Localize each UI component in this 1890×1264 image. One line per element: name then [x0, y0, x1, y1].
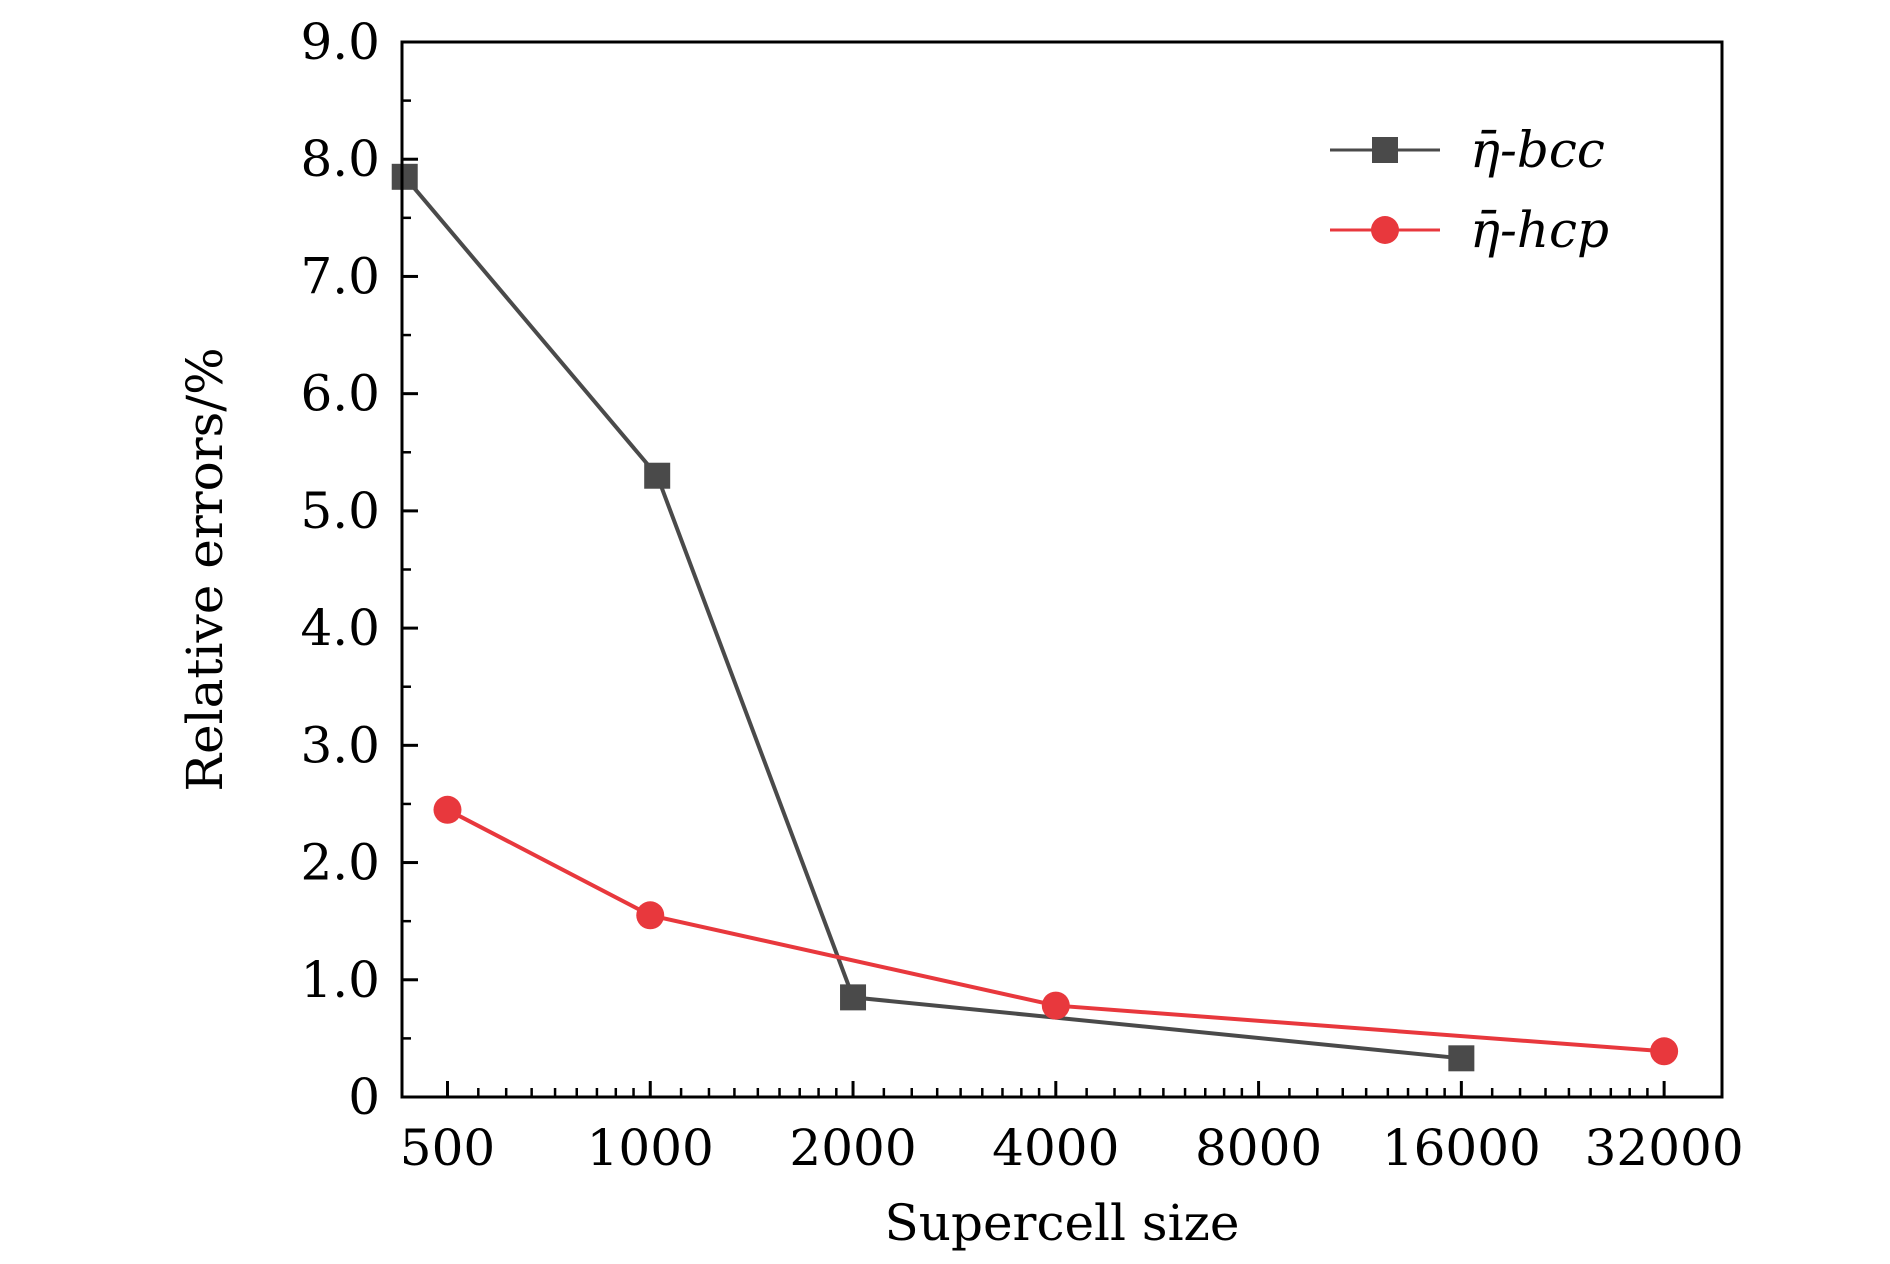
y-tick-label: 8.0: [300, 130, 380, 188]
data-point-square: [391, 163, 418, 190]
legend-marker-circle: [1371, 216, 1399, 244]
y-tick-label: 4.0: [300, 599, 380, 657]
x-tick-label: 1000: [587, 1119, 714, 1177]
major-ticks: [402, 40, 1666, 1099]
tick-labels: 0 1.0 2.0 3.0 4.0 5.0 6.0 7.0 8.0 9.0 500 1000 2000 4…: [300, 13, 1743, 1177]
y-tick-label: 5.0: [300, 482, 380, 540]
x-axis-title: Supercell size: [884, 1194, 1239, 1252]
data-point-circle: [636, 901, 665, 930]
data-point-circle: [433, 795, 462, 824]
plot-frame: [400, 40, 1724, 1099]
data-point-square: [840, 984, 867, 1011]
y-tick-label: 2.0: [300, 834, 380, 892]
series-markers: [391, 163, 1679, 1072]
x-tick-label: 4000: [992, 1119, 1119, 1177]
series-line-0: [403, 175, 1462, 1061]
legend: η̄-bcc η̄-hcp: [1330, 121, 1609, 259]
y-axis-title: Relative errors/%: [176, 347, 234, 791]
legend-marker-square: [1372, 137, 1398, 163]
y-tick-label: 0: [348, 1068, 380, 1126]
y-tick-label: 3.0: [300, 716, 380, 774]
x-tick-label: 500: [400, 1119, 495, 1177]
series-lines: [403, 175, 1665, 1061]
data-point-circle: [1041, 991, 1070, 1020]
legend-label-bcc: η̄-bcc: [1470, 121, 1605, 179]
y-tick-label: 6.0: [300, 365, 380, 423]
x-tick-label: 16000: [1382, 1119, 1541, 1177]
y-tick-label: 7.0: [300, 247, 380, 305]
series-line-1: [446, 808, 1665, 1054]
legend-label-hcp: η̄-hcp: [1470, 201, 1609, 259]
data-point-square: [644, 462, 671, 489]
data-point-circle: [1650, 1037, 1679, 1066]
data-point-square: [1448, 1045, 1475, 1072]
x-tick-label: 32000: [1585, 1119, 1744, 1177]
x-tick-label: 8000: [1195, 1119, 1322, 1177]
y-tick-label: 1.0: [300, 951, 380, 1009]
x-tick-label: 2000: [789, 1119, 916, 1177]
y-tick-label: 9.0: [300, 13, 380, 71]
